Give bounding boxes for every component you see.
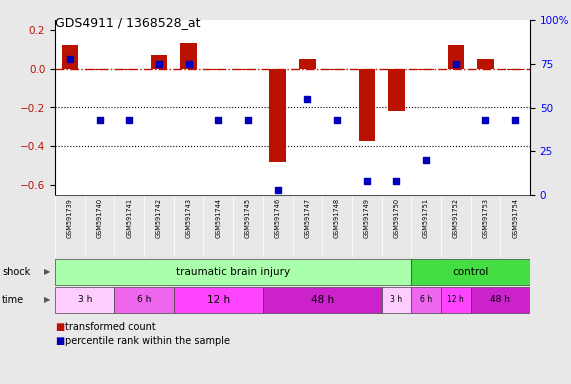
Text: 12 h: 12 h <box>207 295 230 305</box>
Text: transformed count: transformed count <box>65 322 156 332</box>
Text: GDS4911 / 1368528_at: GDS4911 / 1368528_at <box>55 16 200 29</box>
Point <box>214 117 223 123</box>
Point <box>184 61 193 67</box>
Text: percentile rank within the sample: percentile rank within the sample <box>65 336 230 346</box>
Bar <box>441 286 471 313</box>
Text: ■: ■ <box>55 322 65 332</box>
Point <box>154 61 163 67</box>
Point <box>362 178 371 184</box>
Text: ▶: ▶ <box>43 296 50 305</box>
Point <box>65 55 74 61</box>
Text: GSM591742: GSM591742 <box>156 198 162 238</box>
Bar <box>411 286 441 313</box>
Point <box>481 117 490 123</box>
Text: GSM591746: GSM591746 <box>275 198 281 238</box>
Text: GSM591744: GSM591744 <box>215 198 222 238</box>
Bar <box>471 286 530 313</box>
Bar <box>240 69 256 70</box>
Text: GSM591739: GSM591739 <box>67 198 73 238</box>
Text: time: time <box>2 295 24 305</box>
Text: 48 h: 48 h <box>490 296 510 305</box>
Point <box>124 117 134 123</box>
Text: GSM591740: GSM591740 <box>96 198 103 238</box>
Text: 12 h: 12 h <box>448 296 464 305</box>
Point <box>421 157 431 163</box>
Point <box>451 61 460 67</box>
Bar <box>299 59 316 69</box>
Point <box>510 117 520 123</box>
Point <box>273 187 282 193</box>
Text: 3 h: 3 h <box>391 296 403 305</box>
Text: 6 h: 6 h <box>137 296 151 305</box>
Bar <box>174 286 263 313</box>
Point <box>303 96 312 102</box>
Bar <box>55 258 411 285</box>
Text: 48 h: 48 h <box>311 295 334 305</box>
Text: GSM591741: GSM591741 <box>126 198 132 238</box>
Bar <box>388 69 405 111</box>
Text: traumatic brain injury: traumatic brain injury <box>176 267 290 277</box>
Text: ■: ■ <box>55 336 65 346</box>
Bar <box>411 258 530 285</box>
Text: GSM591747: GSM591747 <box>304 198 311 238</box>
Bar <box>62 45 78 69</box>
Bar <box>381 286 411 313</box>
Bar <box>359 69 375 141</box>
Point <box>95 117 104 123</box>
Bar <box>114 286 174 313</box>
Bar <box>329 69 345 70</box>
Bar <box>448 45 464 69</box>
Text: GSM591753: GSM591753 <box>482 198 488 238</box>
Bar <box>270 69 286 162</box>
Text: GSM591751: GSM591751 <box>423 198 429 238</box>
Bar <box>151 55 167 69</box>
Text: GSM591749: GSM591749 <box>364 198 369 238</box>
Bar <box>477 59 494 69</box>
Point <box>243 117 252 123</box>
Point <box>392 178 401 184</box>
Bar <box>55 286 114 313</box>
Bar <box>121 69 138 70</box>
Text: 6 h: 6 h <box>420 296 432 305</box>
Text: shock: shock <box>2 267 30 277</box>
Bar <box>210 69 227 70</box>
Bar <box>180 43 197 69</box>
Text: control: control <box>452 267 489 277</box>
Bar <box>418 69 435 70</box>
Text: GSM591754: GSM591754 <box>512 198 518 238</box>
Bar <box>263 286 381 313</box>
Point <box>332 117 341 123</box>
Bar <box>507 69 523 70</box>
Text: ▶: ▶ <box>43 268 50 276</box>
Text: GSM591748: GSM591748 <box>334 198 340 238</box>
Text: GSM591743: GSM591743 <box>186 198 192 238</box>
Bar <box>91 69 108 70</box>
Text: GSM591752: GSM591752 <box>453 198 459 238</box>
Text: GSM591750: GSM591750 <box>393 198 399 238</box>
Text: 3 h: 3 h <box>78 296 92 305</box>
Text: GSM591745: GSM591745 <box>245 198 251 238</box>
